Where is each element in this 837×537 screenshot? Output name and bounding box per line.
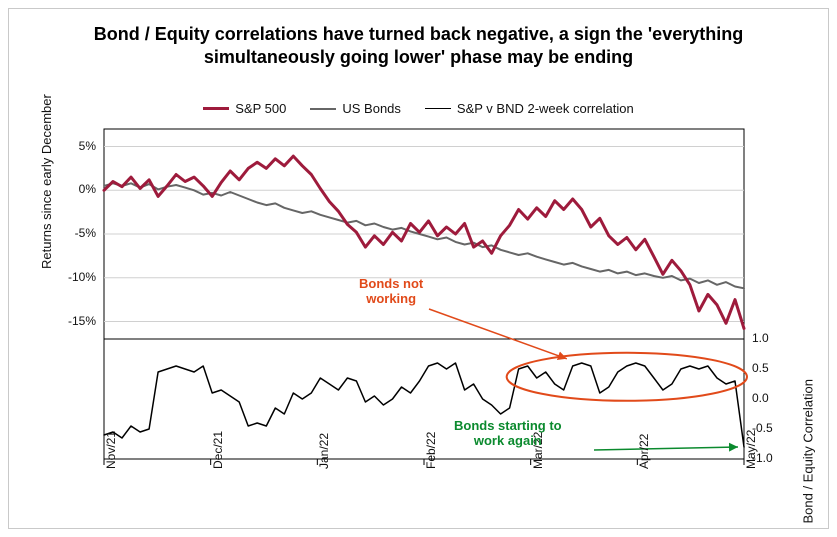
y2-axis-label: Bond / Equity Correlation [801,379,816,524]
x-tick-label: Dec/21 [211,431,225,469]
y2-tick-label: 0.0 [752,391,792,405]
legend-swatch [310,108,336,110]
legend: S&P 500 US Bonds S&P v BND 2-week correl… [9,101,828,116]
y1-tick-label: 5% [56,139,96,153]
series-group [104,156,744,447]
plot-border [104,129,744,459]
legend-item-bonds: US Bonds [310,101,401,116]
chart-title: Bond / Equity correlations have turned b… [69,23,768,68]
legend-item-corr: S&P v BND 2-week correlation [425,101,634,116]
x-tick-label: Feb/22 [424,432,438,469]
legend-label: S&P 500 [235,101,286,116]
y1-tick-label: -15% [56,314,96,328]
x-tick-label: Jan/22 [317,433,331,469]
x-tick-label: Apr/22 [637,434,651,469]
x-tick-label: May/22 [744,430,758,469]
plot-svg [104,129,744,459]
y2-tick-label: -0.5 [752,421,792,435]
legend-item-sp500: S&P 500 [203,101,286,116]
annot-bonds-not-working-l1: Bonds not [359,276,423,291]
legend-swatch [203,107,229,110]
y1-tick-label: -10% [56,270,96,284]
x-tick-label: Nov/21 [104,431,118,469]
y2-tick-label: 0.5 [752,361,792,375]
legend-label: US Bonds [342,101,401,116]
legend-swatch [425,108,451,109]
gridlines-left [104,147,744,322]
annot-bonds-working-again: Bonds starting towork again [454,419,562,449]
y2-tick-label: 1.0 [752,331,792,345]
y2-tick-label: -1.0 [752,451,792,465]
annot-bonds-not-working-l2: working [366,291,416,306]
legend-label: S&P v BND 2-week correlation [457,101,634,116]
plot-area [104,129,744,459]
y1-axis-label: Returns since early December [39,94,54,269]
annot-bonds-not-working: Bonds notworking [359,277,423,307]
chart-container: Bond / Equity correlations have turned b… [8,8,829,529]
annot-bonds-working-l1: Bonds starting to [454,418,562,433]
annot-bonds-working-l2: work again [474,433,542,448]
y1-tick-label: -5% [56,226,96,240]
y1-tick-label: 0% [56,182,96,196]
